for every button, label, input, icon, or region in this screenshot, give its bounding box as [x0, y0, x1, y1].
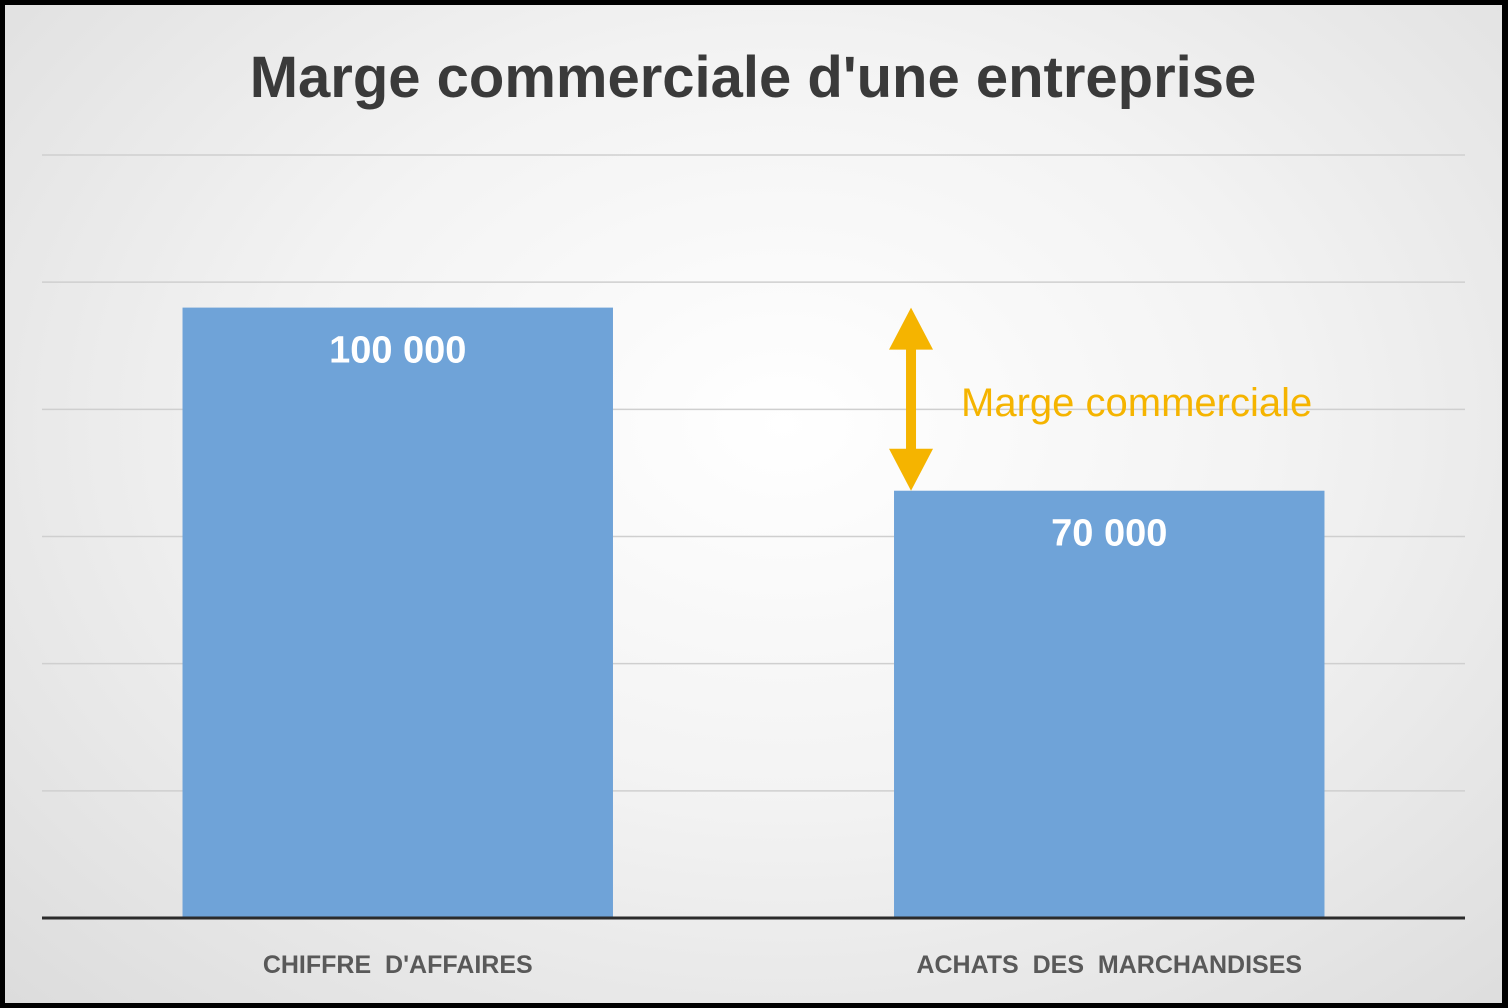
bar — [894, 490, 1325, 918]
bar — [182, 307, 613, 919]
margin-annotation: Marge commerciale — [889, 307, 1312, 491]
value-labels: 100 000 70 000 — [329, 330, 1167, 555]
chart-frame: 100 000 70 000 CHIFFRE D'AFFAIRES ACHATS D… — [5, 5, 1502, 1003]
annotation-label: Marge commerciale — [961, 381, 1312, 425]
bar-value-label: 70 000 — [1051, 513, 1167, 555]
bar-value-label: 100 000 — [329, 330, 466, 372]
chart-title: Marge commerciale d'une entreprise — [250, 45, 1257, 110]
x-tick-label: CHIFFRE D'AFFAIRES — [263, 951, 533, 979]
bars — [182, 307, 1325, 919]
x-tick-label: ACHATS DES MARCHANDISES — [916, 951, 1302, 979]
x-tick-labels: CHIFFRE D'AFFAIRES ACHATS DES MARCHANDISE… — [263, 951, 1302, 979]
chart: 100 000 70 000 CHIFFRE D'AFFAIRES ACHATS D… — [42, 45, 1465, 979]
double-arrow — [889, 307, 934, 491]
